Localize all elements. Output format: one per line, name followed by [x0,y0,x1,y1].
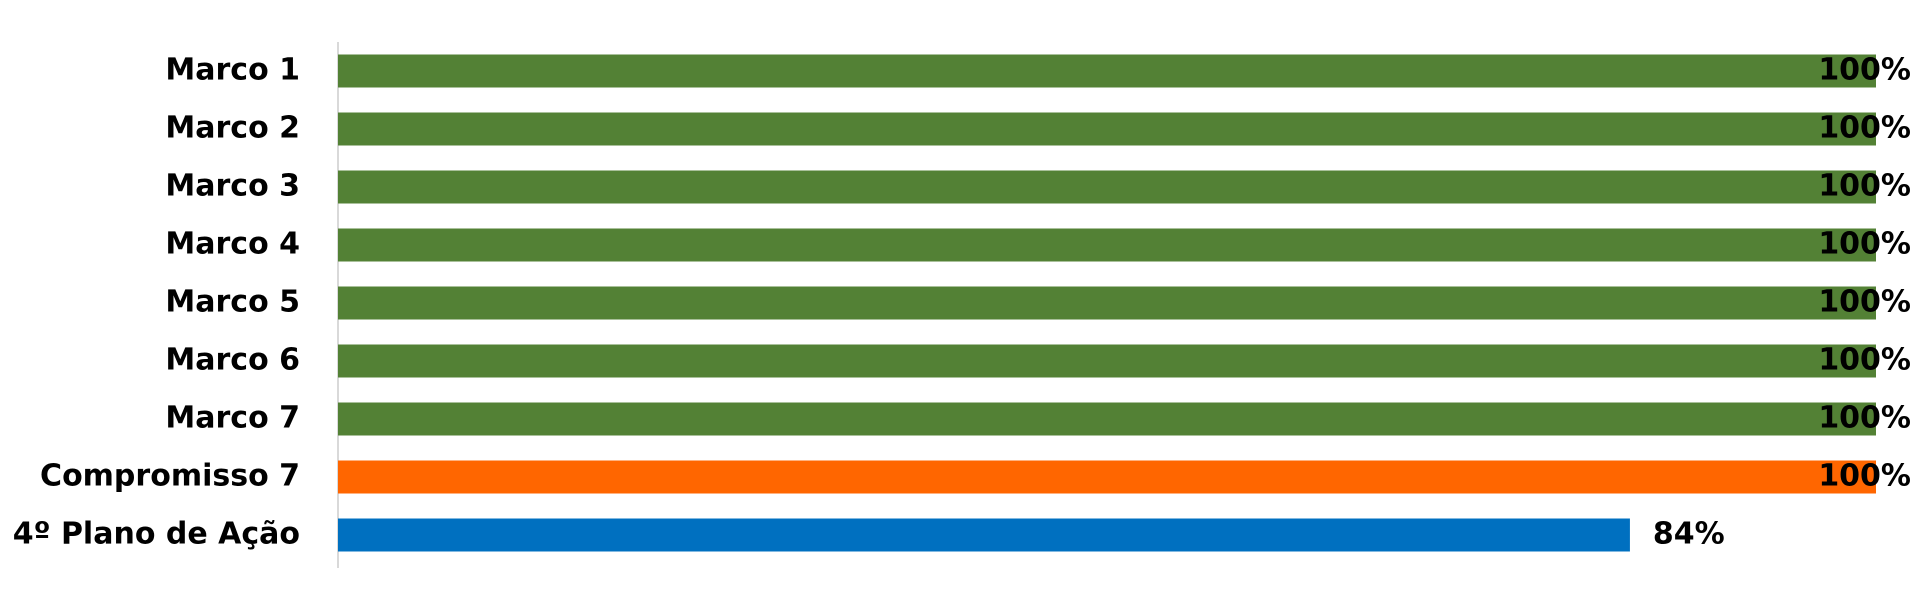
y-tick-label: Marco 1 [165,53,300,88]
y-tick-label: Marco 3 [165,169,300,204]
y-tick-label: Compromisso 7 [40,459,300,494]
bar [338,286,1876,320]
y-tick-label: Marco 2 [165,111,300,146]
y-tick-label: Marco 4 [165,227,300,262]
bar [338,518,1630,552]
y-tick-label: 4º Plano de Ação [13,517,300,552]
value-label: 100% [1818,459,1911,494]
value-label: 100% [1818,343,1911,378]
bar [338,54,1876,88]
bar [338,460,1876,494]
value-label: 100% [1818,169,1911,204]
bar [338,344,1876,378]
value-label: 100% [1818,285,1911,320]
bar [338,402,1876,436]
value-label: 100% [1818,111,1911,146]
value-label: 84% [1653,517,1725,552]
bar [338,228,1876,262]
y-tick-label: Marco 6 [165,343,300,378]
bar [338,170,1876,204]
value-label: 100% [1818,401,1911,436]
y-tick-label: Marco 7 [165,401,300,436]
bar [338,112,1876,146]
value-label: 100% [1818,227,1911,262]
value-label: 100% [1818,53,1911,88]
y-tick-label: Marco 5 [165,285,300,320]
